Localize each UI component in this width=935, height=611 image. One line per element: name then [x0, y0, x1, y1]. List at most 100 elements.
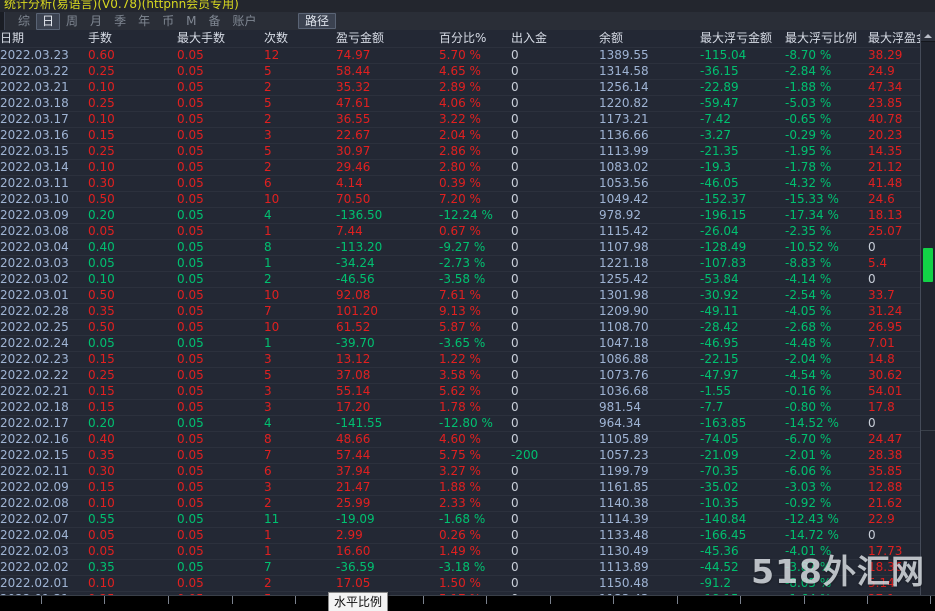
tab-日[interactable]: 日 [36, 12, 61, 30]
table-row[interactable]: 2022.03.23 0.60 0.05 12 74.97 5.70 % 0 1389.55-… [0, 47, 935, 64]
table-row[interactable]: 2022.02.18 0.15 0.05 3 17.20 1.78 % 0 981.54 -7.… [0, 399, 935, 416]
cell-count: 1 [264, 223, 336, 240]
table-row[interactable]: 2022.02.21 0.15 0.05 3 55.14 5.62 % 0 1036.68 -1… [0, 383, 935, 400]
column-header-bal[interactable]: 余额 [599, 30, 700, 48]
table-row[interactable]: 2022.02.11 0.30 0.05 6 37.94 3.27 % 0 1199.79 -7… [0, 463, 935, 480]
table-row[interactable]: 2022.03.11 0.30 0.05 6 4.14 0.39 % 0 1053.56 -46… [0, 175, 935, 192]
table-row[interactable]: 2022.03.09 0.20 0.05 4 -136.50 -12.24 % 0 978.9… [0, 207, 935, 224]
table-row[interactable]: 2022.02.28 0.35 0.05 7 101.20 9.13 % 0 1209.90-… [0, 303, 935, 320]
column-header-mdd[interactable]: 最大浮亏金额 [700, 30, 785, 48]
cell-mru: 35.85 [868, 463, 935, 480]
cell-lots: 0.30 [88, 175, 177, 192]
table-row[interactable]: 2022.02.03 0.05 0.05 1 16.60 1.49 % 0 1130.49 -4… [0, 543, 935, 560]
cell-lots: 0.35 [88, 303, 177, 320]
table-row[interactable]: 2022.03.21 0.10 0.05 2 35.32 2.89 % 0 1256.14 -2… [0, 79, 935, 96]
table-row[interactable]: 2022.02.09 0.15 0.05 3 21.47 1.88 % 0 1161.85 -3… [0, 479, 935, 496]
column-header-count[interactable]: 次数 [264, 30, 336, 48]
tab-季[interactable]: 季 [114, 13, 127, 28]
table-row[interactable]: 2022.02.24 0.05 0.05 1 -39.70 -3.65 % 0 1047.18… [0, 335, 935, 352]
cell-io: 0 [511, 399, 599, 416]
cell-plpct: 5.17 % [439, 591, 511, 596]
table-row[interactable]: 2022.02.04 0.05 0.05 1 2.99 0.26 % 0 1133.48 -16… [0, 527, 935, 544]
cell-bal: 1133.43 [599, 591, 700, 596]
scroll-up-arrow-icon[interactable] [921, 30, 935, 42]
scrollbar-tick [168, 596, 169, 604]
cell-lots: 0.25 [88, 63, 177, 80]
table-row[interactable]: 2022.02.07 0.55 0.05 11 -19.09 -1.68 % 0 1114.3… [0, 511, 935, 528]
cell-maxlot: 0.05 [177, 143, 264, 160]
cell-mddp: -2.04 % [785, 351, 868, 368]
table-header-row: 日期 手数 最大手数 次数 盈亏金额 百分比% 出入金 余额 最大浮亏金额 最大浮亏比例 最大浮盈金… [0, 30, 935, 48]
cell-mddp: -6.06 % [785, 463, 868, 480]
cell-date: 2022.03.14 [0, 159, 88, 176]
cell-mru: 21.62 [868, 495, 935, 512]
table-row[interactable]: 2022.02.01 0.10 0.05 2 17.05 1.50 % 0 1150.48 -9… [0, 575, 935, 592]
tab-年[interactable]: 年 [138, 13, 151, 28]
table-row[interactable]: 2022.02.17 0.20 0.05 4 -141.55 -12.80 % 0 964.3… [0, 415, 935, 432]
period-tabbar: 综日周月季年币 M 备账户 路径 [0, 12, 935, 31]
table-row[interactable]: 2022.03.18 0.25 0.05 5 47.61 4.06 % 0 1220.82 -5… [0, 95, 935, 112]
cell-mdd: -74.05 [700, 431, 785, 448]
vertical-scrollbar-thumb[interactable] [923, 248, 933, 282]
table-row[interactable]: 2022.03.08 0.05 0.05 1 7.44 0.67 % 0 1115.42 -26… [0, 223, 935, 240]
cell-mdd: -30.92 [700, 287, 785, 304]
table-row[interactable]: 2022.02.08 0.10 0.05 2 25.99 2.33 % 0 1140.38 -1… [0, 495, 935, 512]
tab-周[interactable]: 周 [66, 13, 79, 28]
horizontal-scrollbar[interactable] [0, 595, 935, 611]
cell-count: 12 [264, 47, 336, 64]
column-header-mru[interactable]: 最大浮盈金额 [868, 30, 935, 48]
cell-date: 2022.03.01 [0, 287, 88, 304]
table-row[interactable]: 2022.03.10 0.50 0.05 10 70.50 7.20 % 0 1049.42-… [0, 191, 935, 208]
tab-综[interactable]: 综 [18, 13, 31, 28]
tab-M[interactable]: M [186, 13, 197, 28]
cell-io: 0 [511, 159, 599, 176]
table-row[interactable]: 2022.02.23 0.15 0.05 3 13.12 1.22 % 0 1086.88 -2… [0, 351, 935, 368]
cell-lots: 0.15 [88, 351, 177, 368]
tab-账户[interactable]: 账户 [232, 13, 257, 28]
table-row[interactable]: 2022.03.01 0.50 0.05 10 92.08 7.61 % 0 1301.98-… [0, 287, 935, 304]
scrollbar-tick [740, 596, 741, 604]
table-row[interactable]: 2022.02.02 0.35 0.05 7 -36.59 -3.18 % 0 1113.89… [0, 559, 935, 576]
column-header-mddp[interactable]: 最大浮亏比例 [785, 30, 868, 48]
table-row[interactable]: 2022.03.17 0.10 0.05 2 36.55 3.22 % 0 1173.21 -7… [0, 111, 935, 128]
cell-mru: 5.4 [868, 255, 935, 272]
table-row[interactable]: 2022.02.15 0.35 0.05 7 57.44 5.75 % -200 1057.2… [0, 447, 935, 464]
table-row[interactable]: 2022.03.15 0.25 0.05 5 30.97 2.86 % 0 1113.99 -2… [0, 143, 935, 160]
column-header-date[interactable]: 日期 [0, 30, 88, 48]
table-row[interactable]: 2022.03.02 0.10 0.05 2 -46.56 -3.58 % 0 1255.42… [0, 271, 935, 288]
scrollbar-tick [104, 596, 105, 604]
statistics-table-container[interactable]: 日期 手数 最大手数 次数 盈亏金额 百分比% 出入金 余额 最大浮亏金额 最大浮亏比例 最大浮盈金… [0, 30, 935, 596]
cell-count: 2 [264, 159, 336, 176]
table-row[interactable]: 2022.03.14 0.10 0.05 2 29.46 2.80 % 0 1083.02 -1… [0, 159, 935, 176]
cell-io: 0 [511, 495, 599, 512]
table-row[interactable]: 2022.03.03 0.05 0.05 1 -34.24 -2.73 % 0 1221.18… [0, 255, 935, 272]
column-header-plpct[interactable]: 百分比% [439, 30, 511, 48]
cell-lots: 0.05 [88, 527, 177, 544]
column-header-io[interactable]: 出入金 [511, 30, 599, 48]
cell-mdd: -1.55 [700, 383, 785, 400]
cell-lots: 0.50 [88, 287, 177, 304]
path-button[interactable]: 路径 [298, 13, 337, 29]
window-titlebar: 统计分析(易语言)(V0.78)(httpnn会员专用) [0, 0, 935, 12]
cell-mddp: -2.68 % [785, 319, 868, 336]
column-header-maxlot[interactable]: 最大手数 [177, 30, 264, 48]
cell-bal: 1314.58 [599, 63, 700, 80]
tab-备[interactable]: 备 [208, 13, 221, 28]
tab-月[interactable]: 月 [90, 13, 103, 28]
cell-io: 0 [511, 255, 599, 272]
column-header-lots[interactable]: 手数 [88, 30, 177, 48]
table-row[interactable]: 2022.02.25 0.50 0.05 10 61.52 5.87 % 0 1108.70-… [0, 319, 935, 336]
column-header-pl[interactable]: 盈亏金额 [336, 30, 439, 48]
cell-io: 0 [511, 127, 599, 144]
table-row[interactable]: 2022.03.04 0.40 0.05 8 -113.20 -9.27 % 0 1107.9… [0, 239, 935, 256]
cell-date: 2022.02.01 [0, 575, 88, 592]
vertical-scrollbar[interactable] [920, 30, 935, 596]
tab-币[interactable]: 币 [162, 13, 175, 28]
table-row[interactable]: 2022.02.16 0.40 0.05 8 48.66 4.60 % 0 1105.89 -7… [0, 431, 935, 448]
table-row[interactable]: 2022.03.16 0.15 0.05 3 22.67 2.04 % 0 1136.66 -3… [0, 127, 935, 144]
table-row[interactable]: 2022.02.22 0.25 0.05 5 37.08 3.58 % 0 1073.76 -4… [0, 367, 935, 384]
cell-maxlot: 0.05 [177, 543, 264, 560]
cell-bal: 1053.56 [599, 175, 700, 192]
table-row[interactable]: 2022.03.22 0.25 0.05 5 58.44 4.65 % 0 1314.58 -3… [0, 63, 935, 80]
cell-io: 0 [511, 95, 599, 112]
